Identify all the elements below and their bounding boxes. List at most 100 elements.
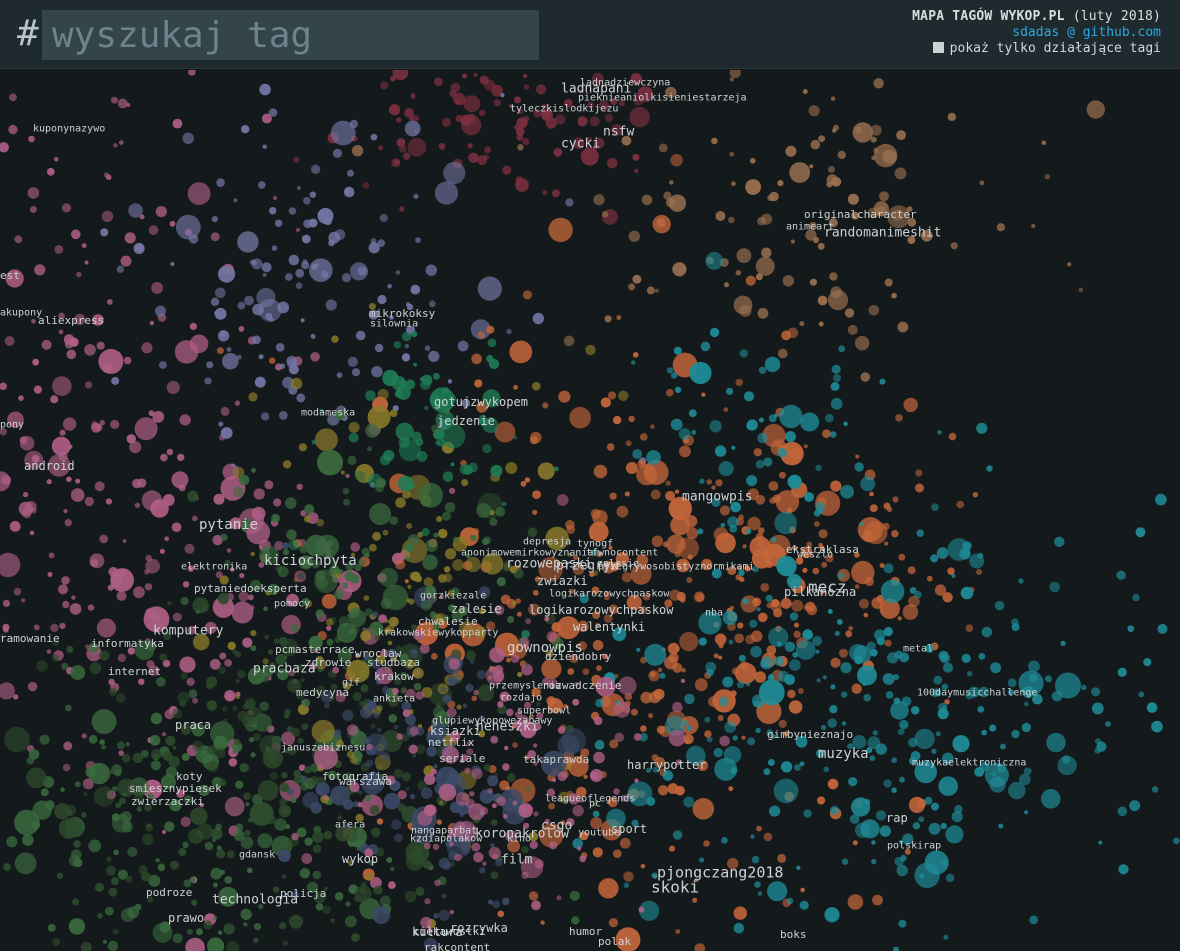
- tag-dot[interactable]: [393, 341, 402, 349]
- tag-dot[interactable]: [314, 660, 321, 667]
- tag-dot[interactable]: [434, 879, 441, 887]
- tag-dot[interactable]: [482, 389, 501, 408]
- tag-dot[interactable]: [466, 748, 474, 756]
- tag-dot[interactable]: [879, 191, 889, 202]
- tag-label[interactable]: warszawa: [339, 775, 392, 788]
- tag-dot[interactable]: [231, 601, 254, 624]
- tag-dot[interactable]: [579, 855, 587, 863]
- tag-dot[interactable]: [977, 706, 985, 713]
- tag-dot[interactable]: [593, 751, 605, 764]
- tag-dot[interactable]: [401, 701, 412, 712]
- tag-dot[interactable]: [406, 303, 414, 311]
- tag-label[interactable]: mangowpis: [682, 490, 752, 505]
- tag-dot[interactable]: [891, 757, 898, 764]
- tag-dot[interactable]: [773, 608, 783, 618]
- tag-dot[interactable]: [377, 239, 386, 248]
- tag-dot[interactable]: [752, 566, 759, 573]
- tag-dot[interactable]: [523, 73, 528, 78]
- tag-dot[interactable]: [189, 334, 209, 354]
- tag-label[interactable]: ladnapani: [561, 82, 631, 97]
- tag-dot[interactable]: [288, 539, 300, 551]
- tag-dot[interactable]: [88, 839, 102, 853]
- tag-dot[interactable]: [903, 397, 918, 413]
- tag-dot[interactable]: [84, 260, 89, 265]
- tag-dot[interactable]: [532, 590, 539, 596]
- tag-dot[interactable]: [718, 461, 734, 477]
- tag-dot[interactable]: [830, 286, 842, 298]
- tag-dot[interactable]: [150, 748, 162, 760]
- tag-dot[interactable]: [477, 331, 486, 339]
- tag-dot[interactable]: [1032, 693, 1043, 705]
- tag-dot[interactable]: [876, 206, 887, 217]
- tag-dot[interactable]: [961, 653, 971, 664]
- tag-dot[interactable]: [275, 342, 285, 352]
- tag-dot[interactable]: [898, 839, 904, 845]
- tag-dot[interactable]: [418, 482, 443, 508]
- tag-dot[interactable]: [851, 211, 860, 220]
- tag-dot[interactable]: [471, 842, 481, 852]
- tag-dot[interactable]: [954, 805, 963, 814]
- tag-dot[interactable]: [301, 775, 309, 783]
- tag-dot[interactable]: [354, 563, 362, 572]
- tag-dot[interactable]: [355, 471, 366, 481]
- tag-dot[interactable]: [742, 544, 747, 549]
- tag-dot[interactable]: [239, 572, 245, 579]
- tag-dot[interactable]: [279, 782, 289, 792]
- tag-dot[interactable]: [407, 534, 420, 546]
- tag-dot[interactable]: [296, 692, 304, 700]
- tag-dot[interactable]: [249, 605, 255, 610]
- tag-dot[interactable]: [614, 732, 624, 742]
- tag-dot[interactable]: [366, 700, 377, 711]
- tag-dot[interactable]: [795, 557, 804, 565]
- tag-dot[interactable]: [694, 678, 708, 692]
- tag-dot[interactable]: [388, 696, 399, 707]
- tag-dot[interactable]: [718, 696, 729, 707]
- tag-dot[interactable]: [1116, 570, 1126, 580]
- tag-dot[interactable]: [50, 395, 59, 404]
- tag-dot[interactable]: [40, 788, 49, 797]
- tag-dot[interactable]: [613, 701, 631, 718]
- tag-dot[interactable]: [264, 634, 270, 640]
- tag-dot[interactable]: [349, 755, 358, 764]
- tag-dot[interactable]: [282, 542, 289, 550]
- tag-dot[interactable]: [764, 356, 781, 373]
- tag-dot[interactable]: [592, 570, 599, 576]
- tag-dot[interactable]: [1054, 536, 1065, 547]
- tag-dot[interactable]: [424, 405, 429, 411]
- tag-dot[interactable]: [604, 315, 612, 323]
- tag-dot[interactable]: [474, 379, 483, 388]
- tag-dot[interactable]: [556, 494, 569, 506]
- tag-dot[interactable]: [859, 521, 865, 527]
- tag-dot[interactable]: [625, 440, 632, 447]
- tag-dot[interactable]: [347, 455, 357, 465]
- tag-label[interactable]: tynogf: [577, 539, 613, 550]
- tag-dot[interactable]: [683, 796, 695, 808]
- tag-dot[interactable]: [447, 676, 458, 686]
- tag-dot[interactable]: [879, 378, 886, 385]
- tag-label[interactable]: ramowanie: [0, 632, 60, 645]
- tag-dot[interactable]: [140, 749, 149, 758]
- tag-dot[interactable]: [298, 764, 306, 771]
- tag-dot[interactable]: [749, 157, 756, 164]
- tag-dot[interactable]: [162, 659, 171, 668]
- tag-dot[interactable]: [902, 604, 919, 620]
- tag-dot[interactable]: [469, 791, 475, 797]
- tag-dot[interactable]: [212, 534, 223, 546]
- tag-label[interactable]: koronakrolow: [475, 827, 569, 842]
- tag-dot[interactable]: [521, 871, 529, 880]
- tag-dot[interactable]: [278, 411, 288, 420]
- tag-dot[interactable]: [179, 700, 186, 707]
- tag-dot[interactable]: [432, 372, 440, 380]
- tag-dot[interactable]: [567, 668, 575, 675]
- tag-dot[interactable]: [745, 528, 752, 535]
- tag-dot[interactable]: [188, 234, 199, 244]
- tag-dot[interactable]: [565, 198, 574, 207]
- tag-dot[interactable]: [146, 640, 157, 651]
- tag-dot[interactable]: [745, 275, 756, 286]
- tag-dot[interactable]: [562, 703, 569, 710]
- tag-dot[interactable]: [76, 271, 82, 278]
- tag-dot[interactable]: [105, 498, 112, 505]
- tag-dot[interactable]: [404, 890, 417, 903]
- tag-dot[interactable]: [226, 850, 235, 859]
- tag-dot[interactable]: [512, 800, 518, 806]
